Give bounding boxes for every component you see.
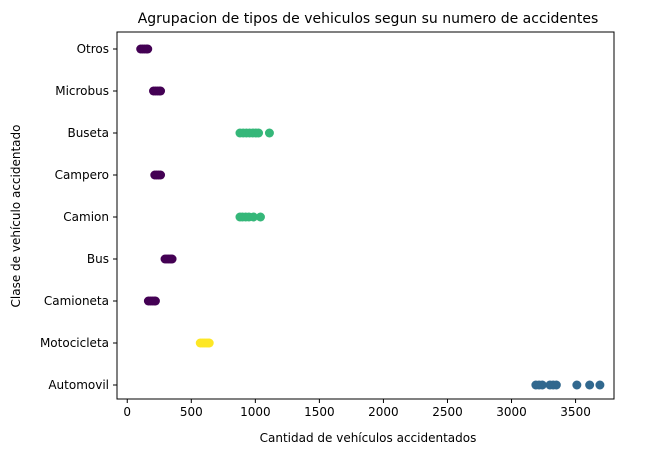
y-axis: Automovil Motocicleta Camioneta Bus Camion Ca… (40, 42, 117, 392)
y-tick-label: Automovil (48, 378, 109, 392)
data-point (156, 170, 166, 180)
y-tick-label: Motocicleta (40, 336, 109, 350)
x-tick-label: 2000 (368, 405, 399, 419)
y-tick-label: Microbus (55, 84, 109, 98)
data-point (150, 296, 160, 306)
chart-title: Agrupacion de tipos de vehiculos segun s… (138, 11, 599, 27)
data-point (572, 380, 582, 390)
data-point (143, 44, 153, 54)
x-tick-label: 500 (180, 405, 203, 419)
y-tick-label: Camioneta (44, 294, 109, 308)
y-tick-label: Bus (87, 252, 109, 266)
data-point (255, 212, 265, 222)
y-tick-label: Otros (77, 42, 109, 56)
y-axis-label: Clase de vehículo accidentado (9, 125, 23, 308)
data-point (248, 212, 258, 222)
x-tick-label: 3000 (496, 405, 527, 419)
y-tick-label: Camion (63, 210, 109, 224)
y-tick-label: Campero (55, 168, 109, 182)
data-point (551, 380, 561, 390)
data-point (595, 380, 605, 390)
x-axis-label: Cantidad de vehículos accidentados (260, 431, 477, 445)
y-tick-label: Buseta (67, 126, 109, 140)
x-tick-label: 2500 (432, 405, 463, 419)
data-point (537, 380, 547, 390)
x-tick-label: 3500 (560, 405, 591, 419)
data-point (254, 128, 264, 138)
data-point (156, 86, 166, 96)
data-point (204, 338, 214, 348)
x-tick-label: 0 (123, 405, 131, 419)
plot-frame (116, 31, 615, 400)
data-point (585, 380, 595, 390)
x-tick-label: 1500 (304, 405, 335, 419)
data-point (167, 254, 177, 264)
data-point (264, 128, 274, 138)
data-points (136, 44, 605, 390)
x-axis: 0 500 1000 1500 2000 2500 3000 3500 (123, 399, 591, 419)
x-tick-label: 1000 (240, 405, 271, 419)
